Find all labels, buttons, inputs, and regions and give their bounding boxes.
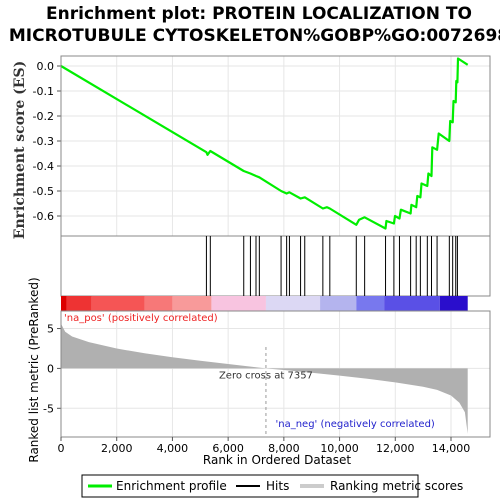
- es-ytick-label: -0.2: [33, 110, 54, 123]
- legend: Enrichment profile Hits Ranking metric s…: [82, 475, 463, 497]
- es-ytick-label: -0.4: [33, 160, 54, 173]
- hits-panel: [61, 236, 490, 311]
- colorbar-segment: [61, 296, 67, 311]
- ranking-ytick-label: 0: [47, 362, 54, 375]
- chart-title-line2: MICROTUBULE CYTOSKELETON%GOBP%GO:0072698: [9, 26, 500, 46]
- x-tick-label: 0: [58, 442, 65, 455]
- es-ytick-label: 0.0: [37, 60, 55, 73]
- legend-label-hits: Hits: [266, 479, 289, 493]
- legend-label-ranking-metric: Ranking metric scores: [330, 479, 463, 493]
- x-tick-label: 12,000: [376, 442, 415, 455]
- colorbar-segment: [92, 296, 145, 311]
- x-tick-label: 14,000: [432, 442, 471, 455]
- legend-label-enrichment-profile: Enrichment profile: [116, 479, 227, 493]
- ranking-axis-label: Ranked list metric (PreRanked): [27, 277, 41, 462]
- colorbar-segment: [67, 296, 92, 311]
- chart-title-line1: Enrichment plot: PROTEIN LOCALIZATION TO: [46, 4, 472, 24]
- es-ytick-label: -0.5: [33, 185, 54, 198]
- colorbar-segment: [145, 296, 173, 311]
- es-ytick-label: -0.6: [33, 210, 54, 223]
- es-plot-area: [61, 56, 490, 236]
- colorbar-segment: [266, 296, 320, 311]
- colorbar-segment: [320, 296, 356, 311]
- ranking-ytick-label: 5: [47, 323, 54, 336]
- zero-cross-label: Zero cross at 7357: [219, 370, 313, 381]
- negative-correlation-label: 'na_neg' (negatively correlated): [276, 419, 435, 430]
- x-axis-label: Rank in Ordered Dataset: [203, 453, 351, 467]
- x-tick-label: 4,000: [157, 442, 189, 455]
- colorbar-segment: [211, 296, 266, 311]
- ranking-ytick-label: -5: [43, 402, 54, 415]
- x-tick-label: 2,000: [101, 442, 133, 455]
- es-ytick-label: -0.1: [33, 85, 54, 98]
- colorbar-segment: [356, 296, 384, 311]
- colorbar-segment: [384, 296, 440, 311]
- colorbar-segment: [172, 296, 211, 311]
- es-panel: 0.0 -0.1 -0.2 -0.3 -0.4 -0.5 -0.6: [33, 56, 490, 236]
- es-ytick-label: -0.3: [33, 135, 54, 148]
- colorbar-segment: [440, 296, 468, 311]
- hits-frame: [61, 236, 490, 296]
- es-axis-label: Enrichment score (ES): [12, 61, 28, 239]
- positive-correlation-label: 'na_pos' (positively correlated): [64, 313, 218, 324]
- ranking-panel: 5 0 -5 Zero cross at 7357 'na_pos' (positive…: [43, 311, 490, 437]
